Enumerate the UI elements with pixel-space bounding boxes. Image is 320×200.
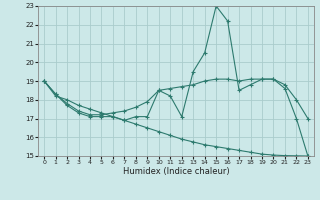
X-axis label: Humidex (Indice chaleur): Humidex (Indice chaleur) [123,167,229,176]
